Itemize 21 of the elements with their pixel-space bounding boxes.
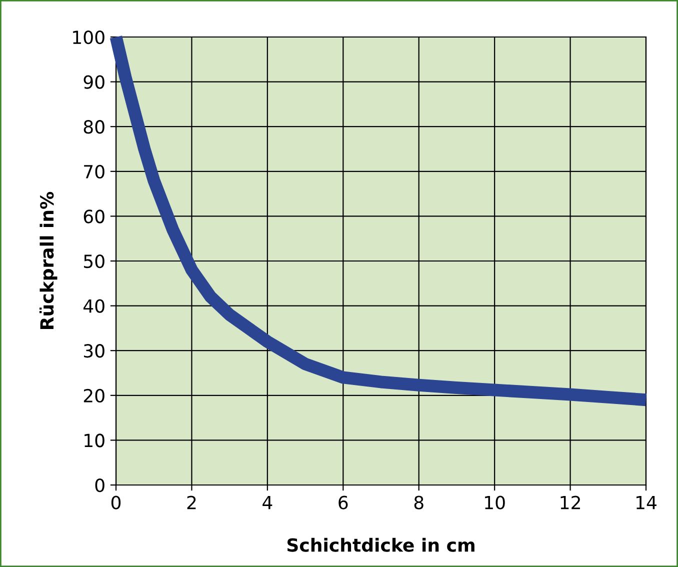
y-tick-label: 30 <box>84 344 104 358</box>
x-tick-label: 14 <box>636 496 656 510</box>
y-tick-label: 60 <box>84 210 104 224</box>
y-tick-label: 0 <box>95 478 104 492</box>
x-axis-title: Schichtdicke in cm <box>287 538 474 552</box>
y-tick-label: 90 <box>84 75 104 89</box>
x-tick-label: 12 <box>560 496 580 510</box>
y-tick-label: 100 <box>73 30 104 44</box>
x-tick-label: 4 <box>262 496 272 510</box>
y-tick-label: 20 <box>84 388 104 403</box>
y-tick-label: 50 <box>84 254 104 268</box>
y-tick-label: 40 <box>83 299 104 313</box>
x-tick-label: 2 <box>187 496 196 510</box>
y-axis-title: Rückprall in% <box>40 192 58 329</box>
x-tick-label: 6 <box>338 496 348 510</box>
x-tick-label: 8 <box>414 496 424 510</box>
y-tick-label: 70 <box>84 164 104 179</box>
y-tick-label: 10 <box>84 434 104 448</box>
y-tick-label: 80 <box>84 120 104 134</box>
x-tick-label: 0 <box>111 496 121 510</box>
x-tick-label: 10 <box>485 496 505 510</box>
